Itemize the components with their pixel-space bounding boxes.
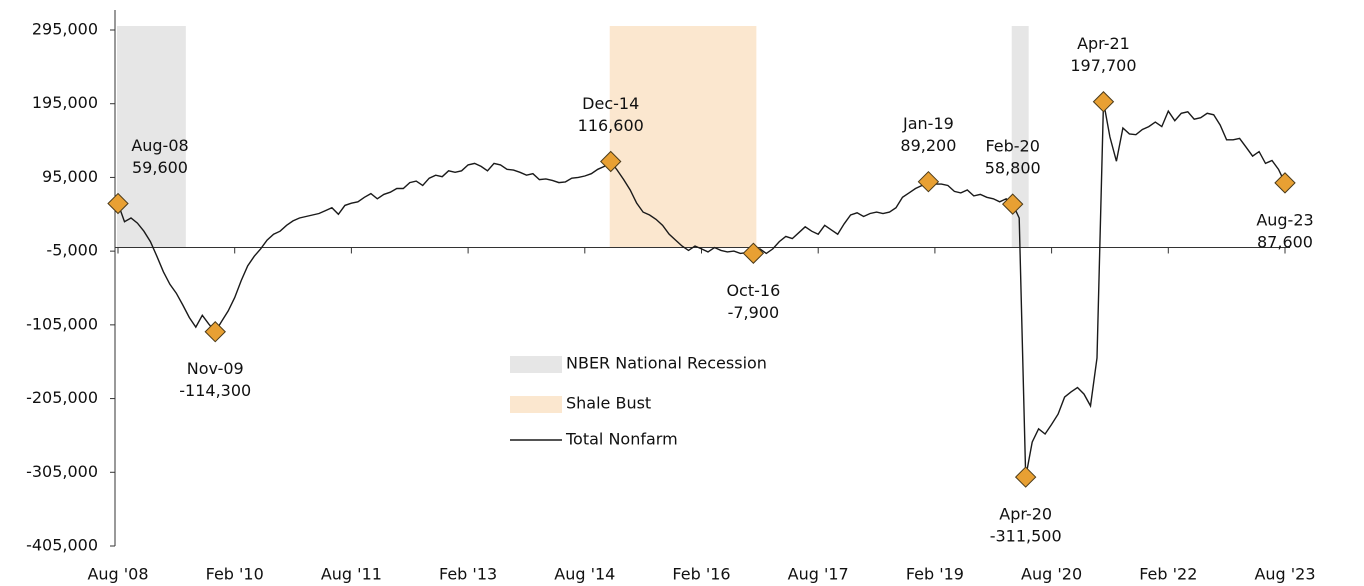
annotation-value: 197,700	[1070, 56, 1136, 75]
marker	[204, 321, 226, 343]
annotation-value: -7,900	[728, 303, 780, 322]
annotation-date: Apr-21	[1077, 34, 1130, 53]
y-tick-label: -405,000	[26, 536, 98, 555]
x-tick-label: Aug '17	[788, 565, 849, 584]
marker	[1001, 193, 1024, 215]
marker	[107, 192, 129, 215]
x-tick-label: Aug '08	[87, 565, 148, 584]
y-tick-label: 295,000	[32, 20, 98, 39]
annotation-value: 58,800	[985, 159, 1041, 178]
x-tick-label: Feb '22	[1139, 565, 1197, 584]
annotation-date: Aug-08	[131, 136, 188, 155]
series-line	[117, 101, 1286, 478]
x-tick-label: Aug '11	[321, 565, 382, 584]
annotation-value: 59,600	[132, 158, 188, 177]
annotation-date: Jan-19	[902, 114, 954, 133]
x-tick-label: Aug '14	[554, 565, 615, 584]
annotation-value: -114,300	[179, 381, 251, 400]
annotation-value: 87,600	[1257, 232, 1313, 251]
annotation-value: 116,600	[578, 116, 644, 135]
x-tick-label: Aug '23	[1254, 565, 1315, 584]
annotation-date: Dec-14	[582, 94, 639, 113]
x-tick-label: Feb '16	[672, 565, 730, 584]
marker	[742, 242, 765, 264]
annotation-date: Feb-20	[985, 137, 1039, 156]
x-tick-label: Feb '19	[906, 565, 964, 584]
legend-label: NBER National Recession	[566, 354, 767, 373]
y-tick-label: -305,000	[26, 462, 98, 481]
y-tick-label: -205,000	[26, 388, 98, 407]
x-tick-label: Aug '20	[1021, 565, 1082, 584]
x-tick-label: Feb '13	[439, 565, 497, 584]
shaded-period	[117, 26, 186, 248]
legend-label: Total Nonfarm	[565, 430, 678, 449]
marker	[917, 170, 940, 193]
annotation-value: 89,200	[900, 136, 956, 155]
shaded-period	[1011, 26, 1029, 248]
y-tick-label: -105,000	[26, 314, 98, 333]
y-tick-label: 95,000	[42, 167, 98, 186]
x-tick-label: Feb '10	[206, 565, 264, 584]
annotation-date: Nov-09	[187, 359, 244, 378]
marker	[1092, 91, 1115, 113]
marker	[1014, 466, 1037, 488]
annotation-date: Oct-16	[726, 281, 780, 300]
marker	[1274, 172, 1296, 194]
legend-label: Shale Bust	[566, 394, 651, 413]
shaded-period	[609, 26, 757, 248]
annotation-date: Apr-20	[999, 505, 1052, 524]
y-tick-label: -5,000	[46, 241, 98, 260]
annotation-value: -311,500	[990, 527, 1062, 546]
marker	[600, 150, 622, 173]
annotation-date: Aug-23	[1256, 210, 1313, 229]
y-tick-label: 195,000	[32, 93, 98, 112]
legend-swatch	[510, 356, 562, 373]
legend-swatch	[510, 396, 562, 413]
